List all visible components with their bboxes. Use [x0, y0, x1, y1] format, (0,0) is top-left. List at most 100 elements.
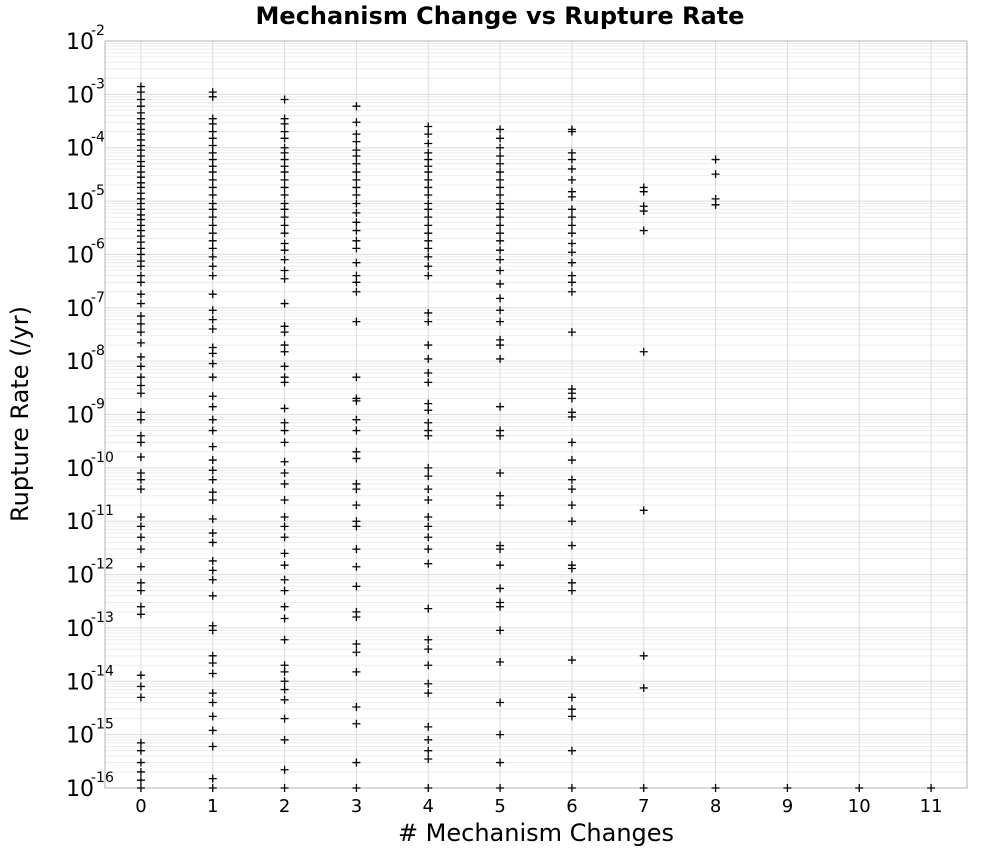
data-point	[136, 610, 145, 619]
data-point	[496, 151, 505, 160]
data-point	[280, 328, 289, 337]
data-point	[496, 134, 505, 143]
data-point	[208, 442, 217, 451]
data-point	[136, 602, 145, 611]
data-point	[208, 475, 217, 484]
data-point	[424, 190, 433, 199]
data-point	[855, 784, 864, 792]
data-point	[352, 522, 361, 531]
data-point	[280, 299, 289, 308]
y-tick-base: 10	[66, 30, 94, 55]
data-point	[136, 767, 145, 776]
data-point	[567, 578, 576, 587]
data-point	[280, 549, 289, 558]
x-tick-label: 5	[494, 796, 505, 817]
data-point	[208, 183, 217, 192]
data-point	[496, 784, 505, 792]
data-point	[424, 533, 433, 542]
data-point	[352, 373, 361, 382]
x-tick-label: 8	[710, 796, 721, 817]
data-point	[208, 402, 217, 411]
data-point	[567, 213, 576, 222]
data-point	[208, 236, 217, 245]
data-point	[280, 575, 289, 584]
y-axis-label: Rupture Rate (/yr)	[6, 306, 34, 522]
data-point	[496, 190, 505, 199]
data-point	[352, 648, 361, 657]
data-point	[136, 452, 145, 461]
data-point	[208, 271, 217, 280]
data-point	[136, 362, 145, 371]
y-tick-exponent: -7	[91, 290, 105, 306]
data-point	[280, 418, 289, 427]
data-point	[208, 774, 217, 783]
data-point	[352, 396, 361, 405]
data-point	[280, 735, 289, 744]
data-point	[136, 738, 145, 747]
data-point	[496, 698, 505, 707]
data-point	[567, 475, 576, 484]
data-point	[280, 479, 289, 488]
data-point	[352, 159, 361, 168]
data-point	[424, 168, 433, 177]
data-point	[208, 488, 217, 497]
data-point	[567, 287, 576, 296]
data-point	[136, 693, 145, 702]
data-point	[424, 130, 433, 139]
data-point	[280, 469, 289, 478]
data-point	[280, 274, 289, 283]
data-point	[208, 456, 217, 465]
data-point	[496, 657, 505, 666]
data-point	[280, 168, 289, 177]
data-point	[280, 362, 289, 371]
data-point	[496, 279, 505, 288]
data-point	[424, 735, 433, 744]
data-point	[567, 712, 576, 721]
data-point	[424, 175, 433, 184]
data-point	[567, 192, 576, 201]
data-point	[208, 92, 217, 101]
data-point	[711, 170, 720, 179]
data-point	[280, 404, 289, 413]
data-point	[280, 134, 289, 143]
data-point	[208, 119, 217, 128]
data-point	[567, 258, 576, 267]
y-tick-base: 10	[66, 137, 94, 162]
y-tick-base: 10	[66, 777, 94, 802]
data-point	[424, 559, 433, 568]
data-point	[424, 406, 433, 415]
data-point	[567, 784, 576, 792]
data-point	[424, 746, 433, 755]
data-point	[424, 262, 433, 271]
data-point	[136, 776, 145, 785]
y-tick-label: 10-9	[66, 397, 105, 429]
data-point	[352, 118, 361, 127]
y-tick-exponent: -5	[91, 183, 105, 199]
data-point	[280, 347, 289, 356]
data-point	[711, 155, 720, 164]
data-point	[639, 226, 648, 235]
data-point	[424, 139, 433, 148]
data-point	[496, 584, 505, 593]
data-point	[424, 661, 433, 670]
x-tick-label: 1	[207, 796, 218, 817]
data-point	[136, 682, 145, 691]
y-tick-label: 10-3	[66, 76, 105, 108]
data-point	[136, 373, 145, 382]
data-point	[496, 306, 505, 315]
data-point	[136, 522, 145, 531]
data-point	[280, 561, 289, 570]
data-point	[496, 491, 505, 500]
data-point	[567, 501, 576, 510]
y-tick-exponent: -6	[91, 236, 105, 252]
y-tick-label: 10-15	[66, 717, 114, 749]
data-point	[280, 175, 289, 184]
y-tick-base: 10	[66, 617, 94, 642]
data-point	[352, 208, 361, 217]
data-point	[927, 784, 936, 792]
data-point	[136, 312, 145, 321]
data-point	[424, 635, 433, 644]
data-point	[352, 501, 361, 510]
data-points	[136, 82, 936, 792]
data-point	[567, 438, 576, 447]
